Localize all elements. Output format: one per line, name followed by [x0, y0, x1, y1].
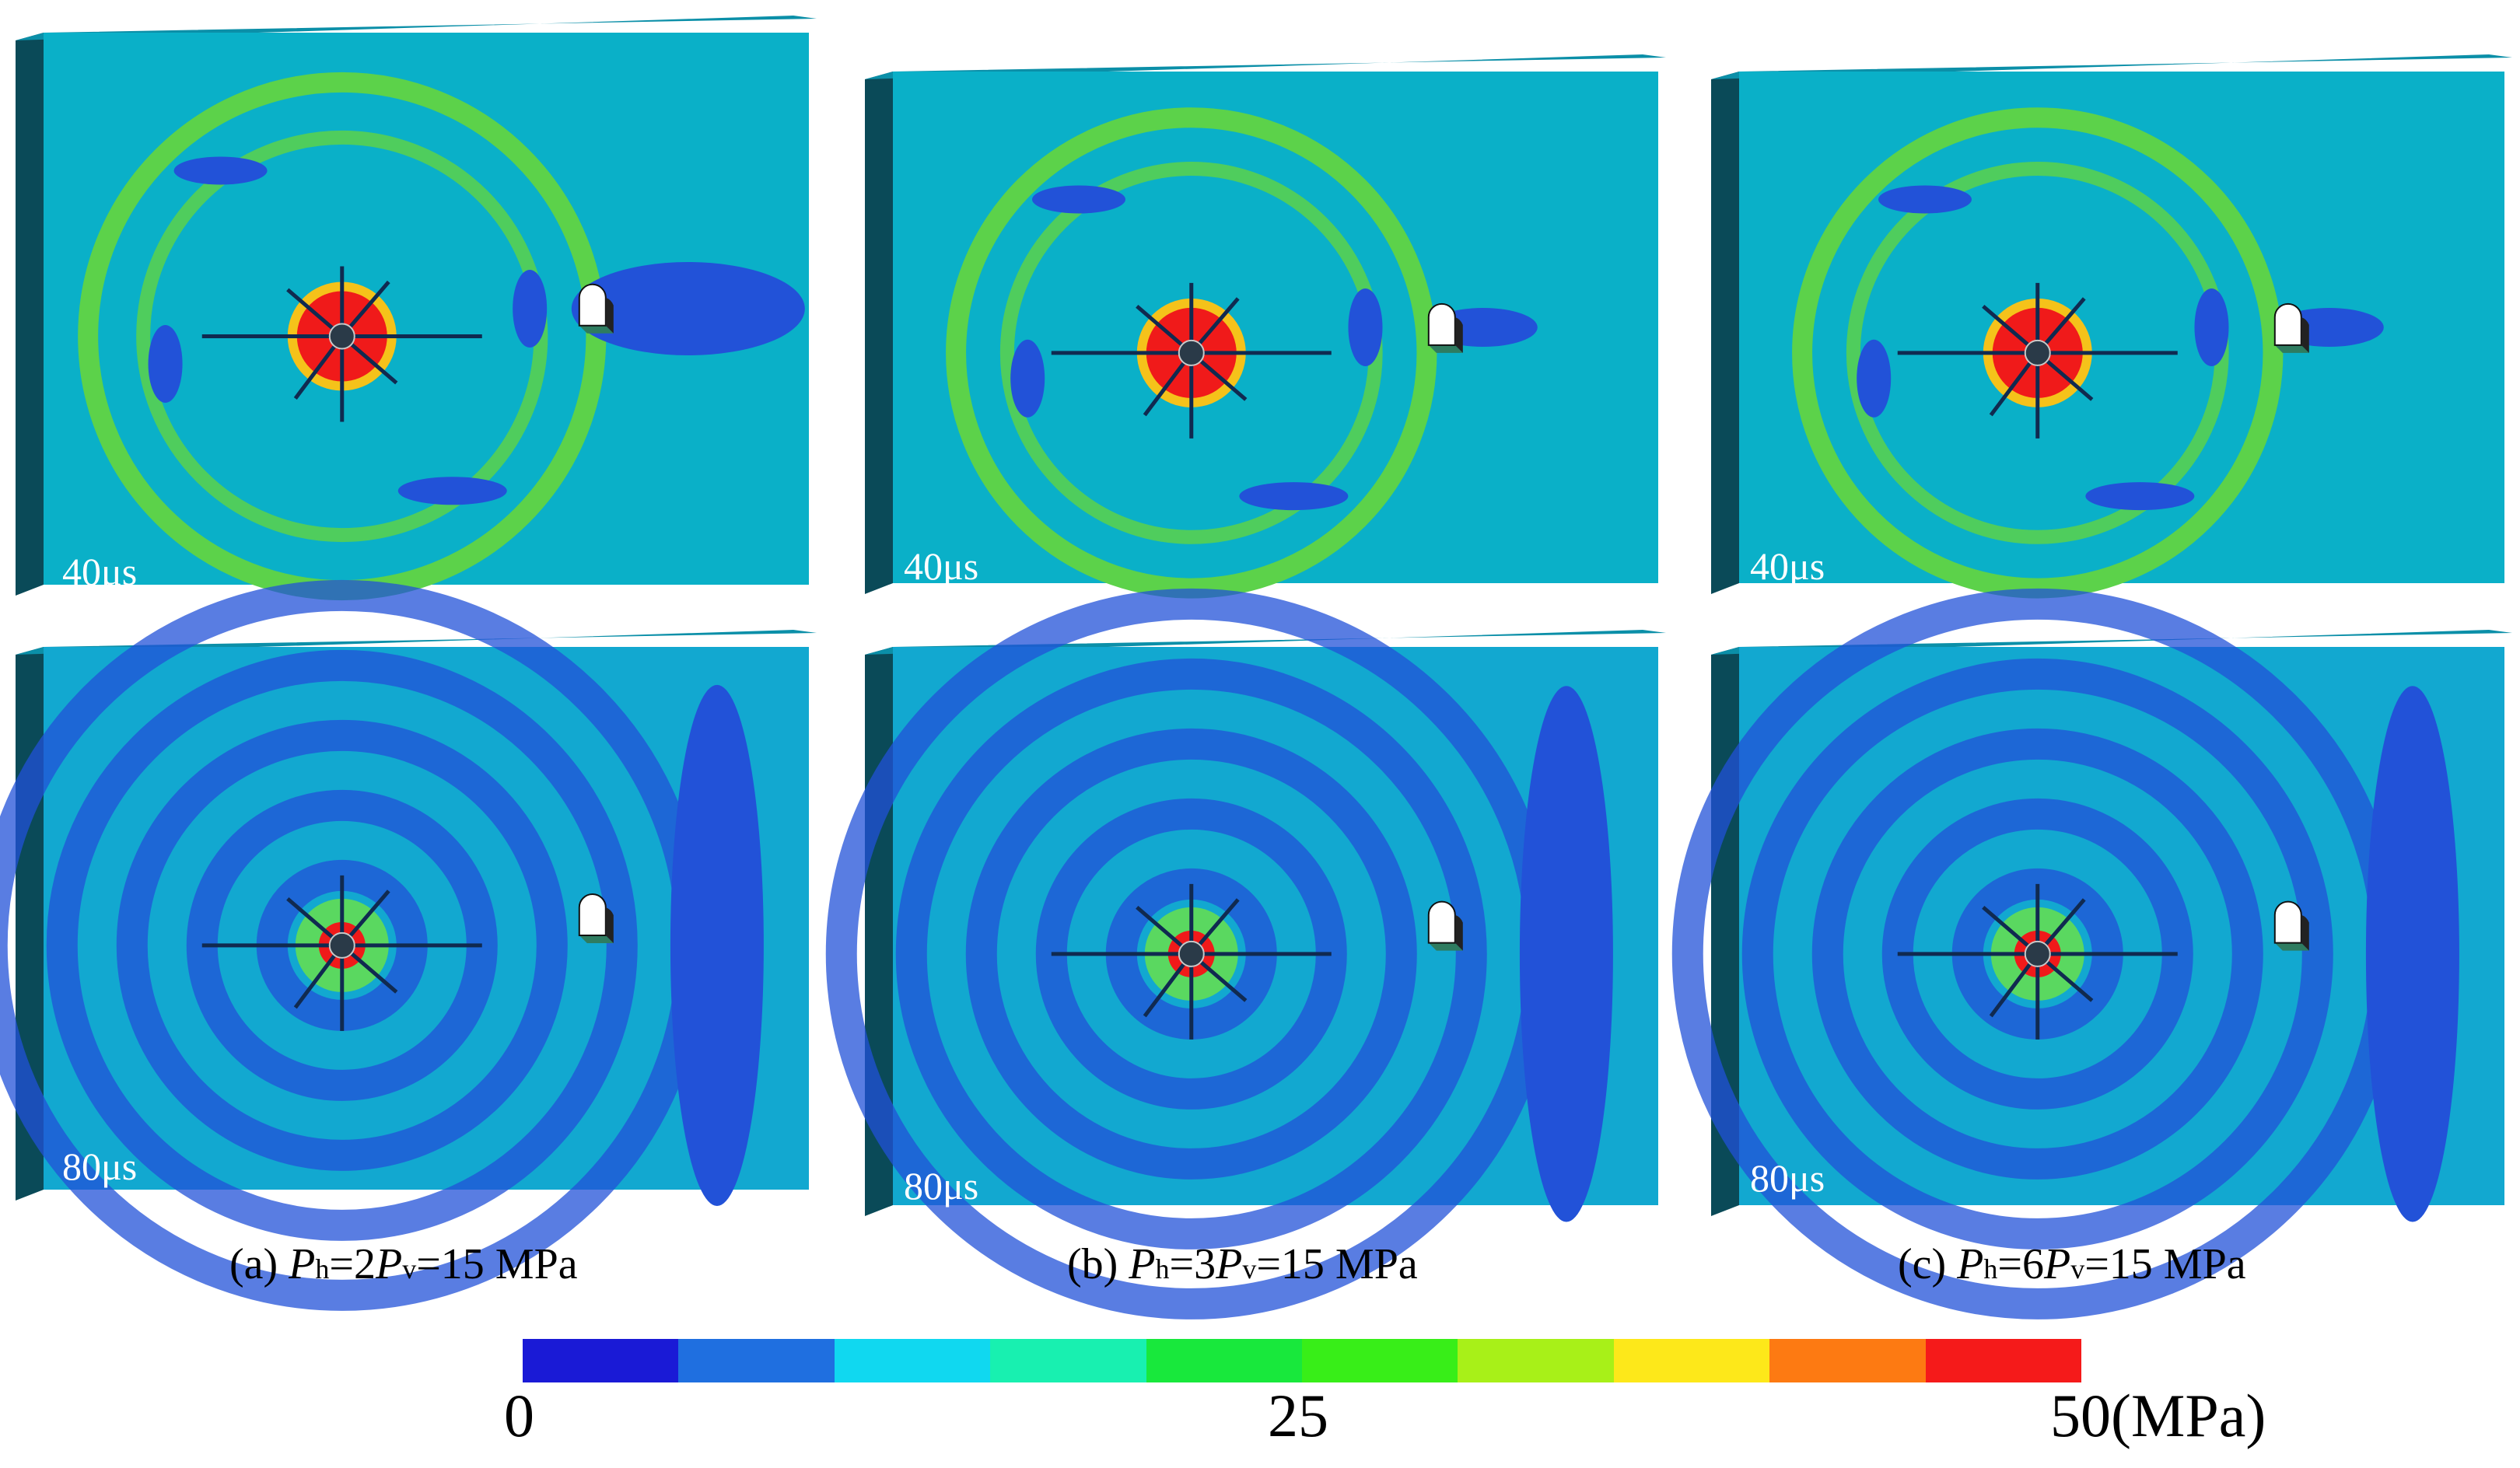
colorbar-segment	[1613, 1339, 1770, 1382]
low-stress-band	[895, 658, 1487, 1250]
colorbar-segment	[990, 1339, 1146, 1382]
panel-c-40: 40μs	[1711, 54, 2512, 599]
block-b-40	[865, 54, 1666, 599]
borehole	[1178, 339, 1205, 366]
tunnel-floor	[2274, 942, 2309, 951]
block-top	[865, 630, 1666, 655]
tunnel-opening	[2273, 302, 2302, 346]
tunnel-floor	[1428, 942, 1463, 951]
low-stress-band	[116, 719, 568, 1171]
low-stress-band	[1741, 658, 2333, 1250]
block-a-80	[0, 580, 817, 1311]
colorbar	[523, 1339, 2082, 1382]
block-top	[1711, 630, 2512, 655]
low-stress-zone	[513, 270, 548, 348]
tunnel-opening	[578, 893, 607, 937]
stress-wave-ring	[946, 107, 1437, 599]
borehole	[2024, 339, 2051, 366]
tunnel-floor	[579, 935, 614, 944]
panel-a-40: 40μs	[16, 16, 817, 601]
low-stress-band	[670, 684, 764, 1206]
time-label: 80μs	[1750, 1156, 1825, 1200]
low-stress-band	[2365, 686, 2459, 1222]
colorbar-segment	[1458, 1339, 1614, 1382]
low-stress-band	[46, 649, 638, 1241]
low-stress-zone	[1032, 185, 1125, 214]
borehole	[1178, 940, 1205, 967]
colorbar-tick-max: 50(MPa)	[2050, 1382, 2266, 1449]
block-top	[865, 54, 1666, 79]
colorbar-segment	[834, 1339, 991, 1382]
low-stress-zone	[571, 262, 805, 355]
low-stress-zone	[2194, 288, 2229, 366]
low-stress-zone	[1348, 288, 1383, 366]
low-stress-zone	[148, 325, 183, 403]
panel-a-80: 80μs	[0, 580, 817, 1311]
colorbar-segment	[523, 1339, 679, 1382]
low-stress-zone	[1878, 185, 1972, 214]
caption-a: (a) Ph=2Pv=15 MPa	[229, 1240, 578, 1288]
low-stress-zone	[2085, 482, 2195, 511]
block-b-80	[825, 588, 1666, 1319]
block-side	[16, 33, 44, 596]
colorbar-tick-min: 0	[504, 1382, 534, 1449]
block-side	[865, 72, 893, 594]
colorbar-segment	[1769, 1339, 1926, 1382]
low-stress-band	[1519, 686, 1613, 1222]
colorbar-segment	[1925, 1339, 2082, 1382]
tunnel-opening	[1427, 302, 1456, 346]
colorbar-segment	[678, 1339, 835, 1382]
block-top	[1711, 54, 2512, 79]
tunnel-opening	[2273, 900, 2302, 944]
time-label: 80μs	[62, 1145, 138, 1188]
block-c-80	[1671, 588, 2512, 1319]
tunnel-opening	[578, 283, 607, 327]
tunnel-floor	[2274, 344, 2309, 353]
panel-c-80: 80μs	[1671, 588, 2512, 1319]
panel-b-80: 80μs	[825, 588, 1666, 1319]
time-label: 40μs	[62, 550, 138, 593]
low-stress-zone	[1857, 339, 1892, 418]
colorbar-segment	[1302, 1339, 1458, 1382]
low-stress-zone	[173, 156, 268, 185]
block-top	[16, 630, 817, 655]
block-top	[16, 16, 817, 40]
time-label: 80μs	[904, 1164, 979, 1208]
stress-wave-ring	[1792, 107, 2284, 599]
tunnel-floor	[579, 325, 614, 334]
tunnel-wall	[1454, 914, 1463, 951]
borehole	[328, 323, 355, 350]
tunnel-wall	[2301, 914, 2309, 951]
borehole	[328, 931, 355, 959]
time-label: 40μs	[1750, 544, 1825, 588]
block-c-40	[1711, 54, 2512, 599]
time-label: 40μs	[904, 544, 979, 588]
panel-b-40: 40μs	[865, 54, 1666, 599]
caption-b: (b) Ph=3Pv=15 MPa	[1067, 1240, 1418, 1288]
colorbar-segment	[1146, 1339, 1303, 1382]
caption-c: (c) Ph=6Pv=15 MPa	[1898, 1240, 2246, 1288]
tunnel-wall	[605, 297, 614, 334]
tunnel-wall	[605, 907, 614, 944]
low-stress-band	[1811, 728, 2263, 1180]
low-stress-zone	[1239, 482, 1349, 511]
borehole	[2024, 940, 2051, 967]
block-side	[1711, 72, 1739, 594]
tunnel-wall	[1454, 316, 1463, 353]
tunnel-wall	[2301, 316, 2309, 353]
colorbar-tick-mid: 25	[1268, 1382, 1328, 1449]
low-stress-zone	[397, 477, 507, 505]
low-stress-zone	[1010, 339, 1045, 418]
block-a-40	[16, 16, 817, 601]
tunnel-opening	[1427, 900, 1456, 944]
tunnel-floor	[1428, 344, 1463, 353]
low-stress-band	[965, 728, 1417, 1180]
